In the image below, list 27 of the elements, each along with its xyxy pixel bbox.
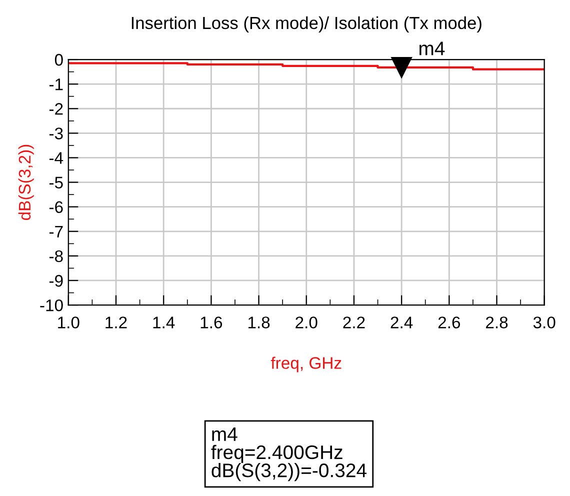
- chart-title: Insertion Loss (Rx mode)/ Isolation (Tx mode): [132, 16, 482, 33]
- y-tick-label: -6: [49, 201, 63, 214]
- x-tick-label: 1.0: [58, 316, 80, 328]
- y-tick-label: -5: [49, 176, 63, 188]
- y-tick-label: -4: [49, 152, 64, 164]
- y-tick-label: -7: [49, 226, 63, 238]
- y-tick-label: -1: [49, 78, 63, 90]
- x-tick-label: 1.4: [153, 316, 175, 328]
- x-tick-label: 1.2: [106, 316, 127, 328]
- y-tick-label: -9: [49, 274, 63, 287]
- text: m4 freq=2.400GHz dB(S(3,2))=-0.324: [211, 427, 367, 482]
- x-tick-label: 3.0: [533, 316, 556, 328]
- y-tick-label: -8: [49, 250, 63, 262]
- annotation: m4: [420, 42, 445, 56]
- y-tick-label: 0: [54, 54, 63, 66]
- x-tick-label: 1.8: [248, 316, 270, 328]
- y-tick-label: -10: [40, 299, 63, 312]
- x-tick-label: 2.0: [296, 316, 318, 328]
- x-tick-label: 2.4: [390, 316, 413, 328]
- y-tick-label: -2: [49, 103, 63, 115]
- x-tick-label: 2.8: [486, 316, 508, 328]
- y-axis-title: dB(S(3,2)): [18, 144, 34, 220]
- x-axis-title: freq, GHz: [270, 356, 342, 372]
- x-tick-label: 2.6: [438, 316, 460, 328]
- x-tick-label: 1.6: [200, 316, 222, 328]
- x-tick-label: 2.2: [343, 316, 365, 328]
- y-tick-label: -3: [49, 128, 63, 140]
